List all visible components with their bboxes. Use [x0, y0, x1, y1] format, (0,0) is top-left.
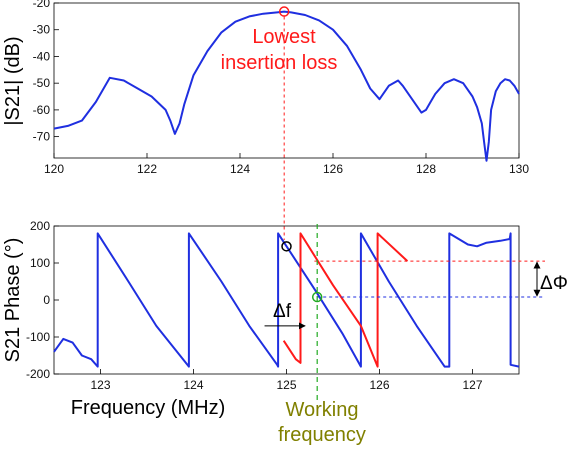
phase-y-axis-label: S21 Phase (°) — [2, 238, 24, 363]
phase-y-tick-label: -100 — [26, 330, 50, 344]
magnitude-x-tick-label: 128 — [416, 162, 436, 176]
magnitude-y-tick-label: -50 — [33, 76, 51, 90]
magnitude-series-line — [53, 10, 520, 162]
magnitude-y-tick-label: -70 — [33, 130, 51, 144]
delta-phi-label: ΔΦ — [540, 273, 568, 294]
working-frequency-label-line1: Working — [286, 399, 359, 421]
phase-x-tick-label: 127 — [462, 378, 482, 392]
magnitude-x-tick-label: 124 — [230, 162, 250, 176]
lowest-insertion-loss-label-line1: Lowest — [252, 26, 316, 48]
phase-x-axis-label: Frequency (MHz) — [71, 397, 225, 419]
magnitude-annotations — [278, 6, 290, 240]
magnitude-axes-frame — [53, 2, 520, 159]
phase-series-line-blue — [53, 232, 520, 368]
phase-series-line-red — [282, 232, 409, 368]
phase-x-tick-label: 123 — [90, 378, 110, 392]
magnitude-y-tick-label: -60 — [33, 103, 51, 117]
magnitude-x-tick-label: 122 — [137, 162, 157, 176]
phase-y-tick-label: -200 — [26, 367, 50, 381]
phase-y-tick-label: 200 — [30, 219, 50, 233]
phase-x-tick-label: 125 — [276, 378, 296, 392]
phase-marker-black — [281, 241, 292, 252]
delta-f-label: Δf — [273, 301, 292, 322]
phase-y-tick-label: 0 — [43, 293, 50, 307]
phase-marker-green — [311, 291, 323, 303]
phase-panel: 123 124 125 126 127 200 100 0 -100 -200 S21 Phase… — [2, 219, 568, 446]
magnitude-y-axis-label: |S21| (dB) — [2, 36, 24, 125]
lowest-insertion-loss-marker — [278, 6, 290, 17]
magnitude-ticks: 120 122 124 126 128 130 -20 -30 -40 -50 -60 -70 — [33, 0, 530, 176]
phase-x-tick-label: 126 — [369, 378, 389, 392]
phase-y-tick-label: 100 — [30, 256, 50, 270]
phase-ticks: 123 124 125 126 127 200 100 0 -100 -200 — [26, 219, 483, 392]
phase-series — [53, 232, 520, 368]
magnitude-y-tick-label: -40 — [33, 49, 51, 63]
magnitude-x-tick-label: 130 — [509, 162, 529, 176]
magnitude-series — [53, 10, 520, 162]
phase-annotations — [264, 224, 545, 400]
magnitude-x-tick-label: 126 — [323, 162, 343, 176]
magnitude-y-tick-label: -20 — [33, 0, 51, 10]
magnitude-x-tick-label: 120 — [44, 162, 64, 176]
magnitude-y-tick-label: -30 — [33, 23, 51, 37]
working-frequency-label-line2: frequency — [278, 424, 366, 446]
magnitude-panel: 120 122 124 126 128 130 -20 -30 -40 -50 -60 -70 |S2… — [2, 0, 529, 240]
lowest-insertion-loss-label-line2: insertion loss — [221, 52, 338, 74]
phase-x-tick-label: 124 — [183, 378, 203, 392]
